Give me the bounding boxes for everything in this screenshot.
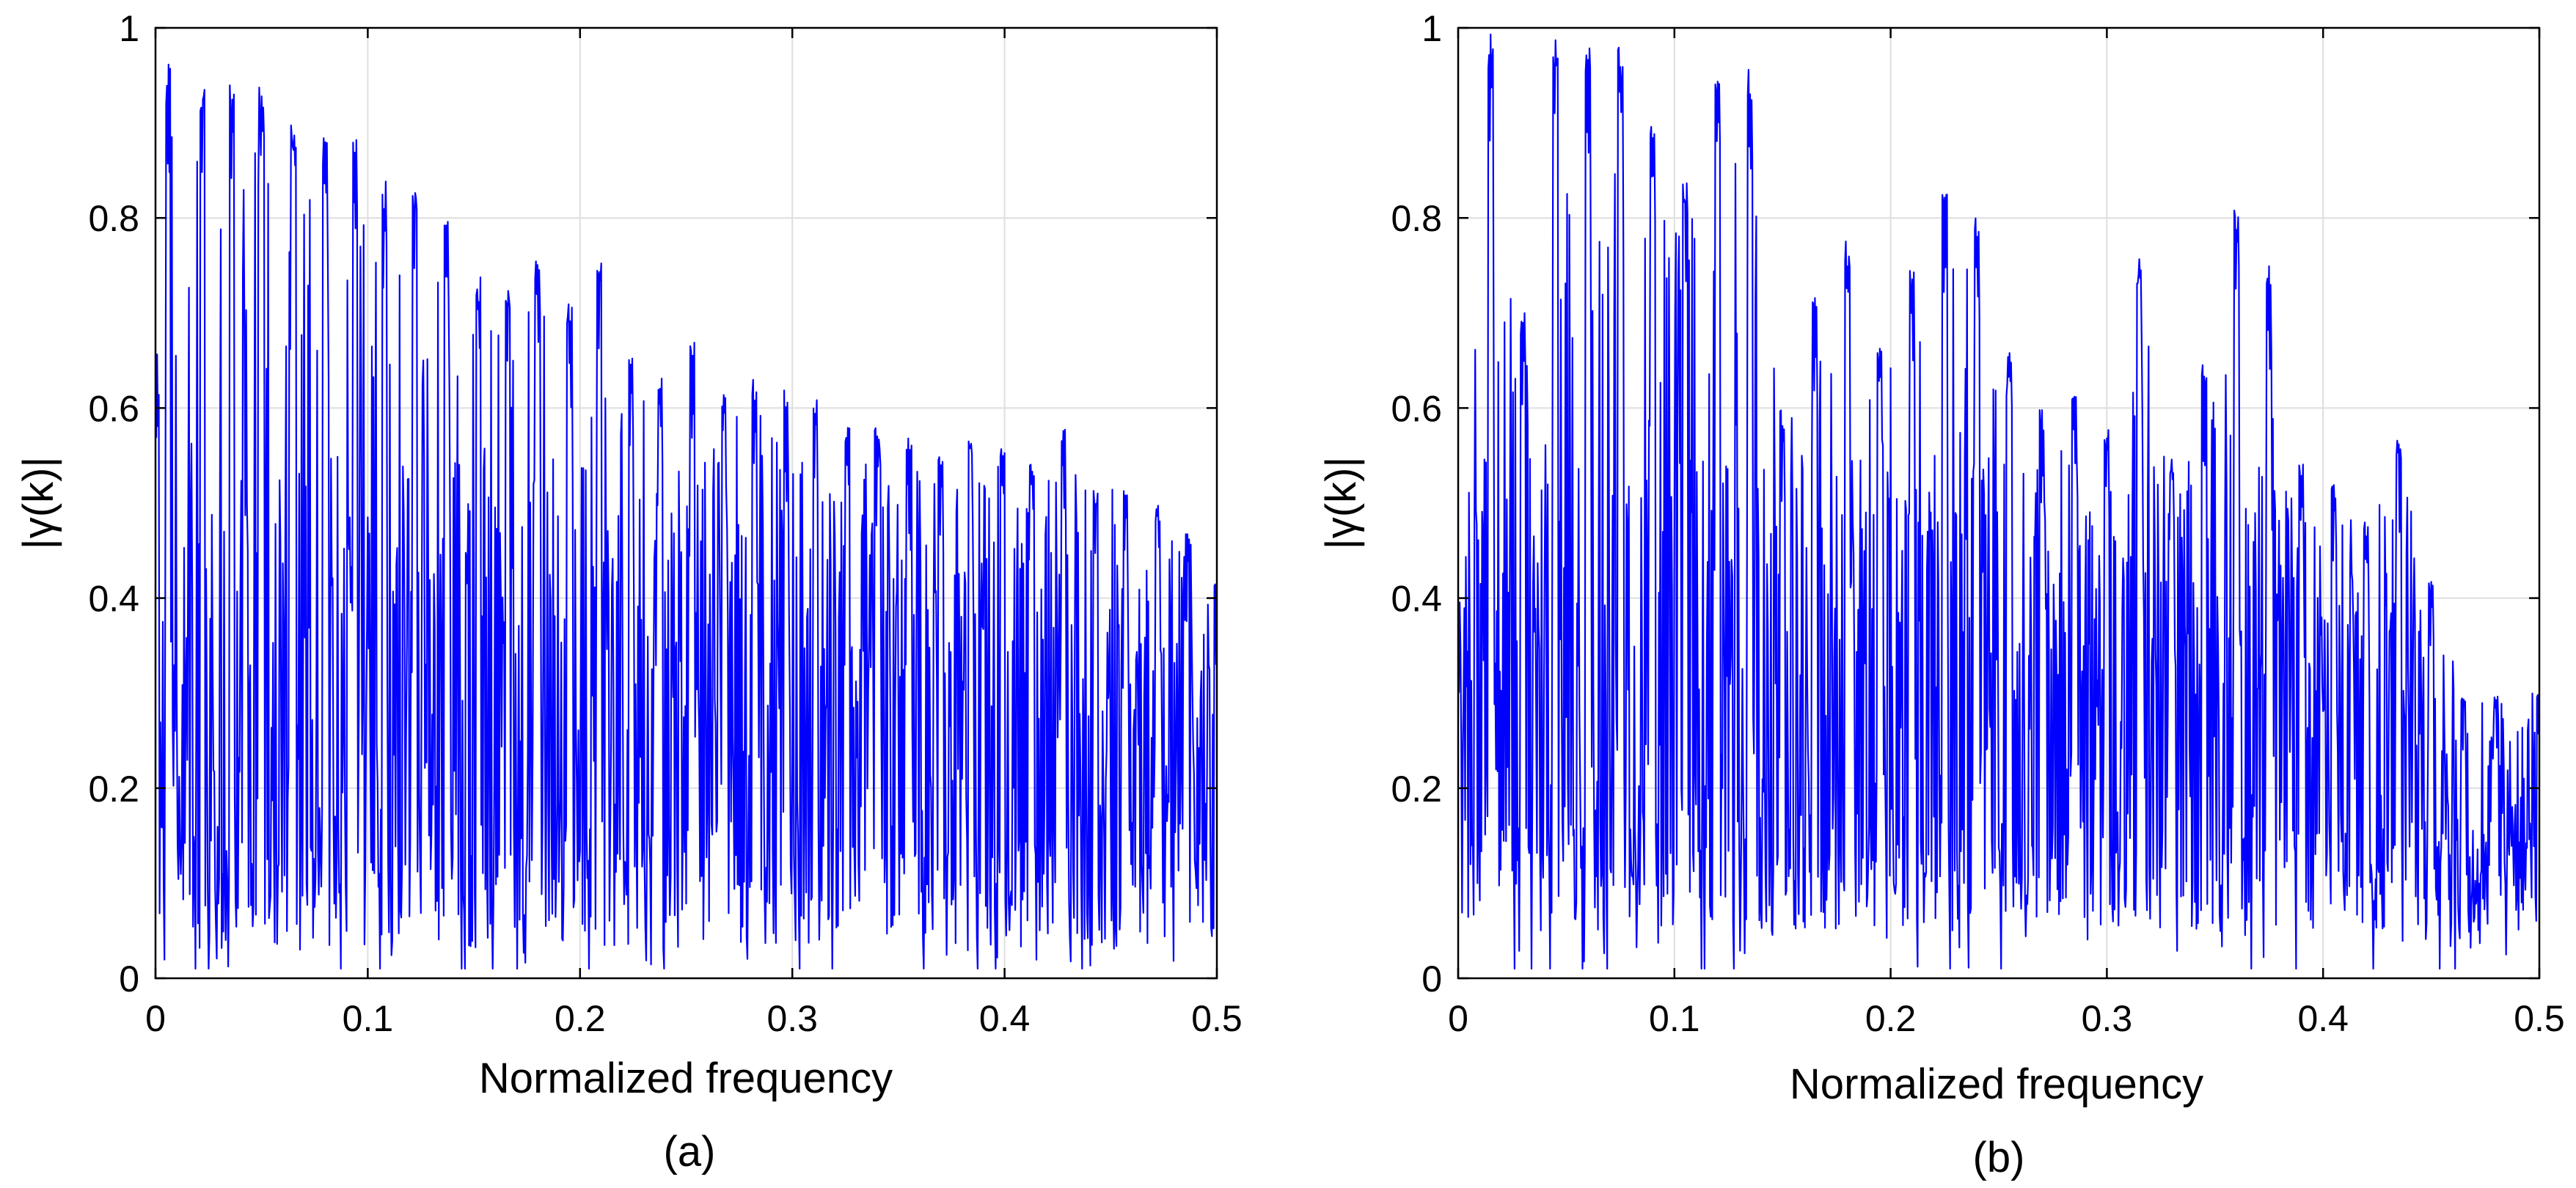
y-tick-label: 0.8 — [88, 198, 139, 239]
y-tick-label: 0.6 — [88, 388, 139, 429]
y-tick-label: 0.6 — [1391, 388, 1442, 429]
y-tick-label: 0.2 — [88, 769, 139, 810]
x-tick-label: 0.2 — [555, 998, 606, 1039]
y-tick-label: 0.8 — [1391, 198, 1442, 239]
x-tick-label: 0.1 — [1649, 998, 1700, 1039]
x-tick-label: 0.5 — [2514, 998, 2565, 1039]
y-tick-label: 0 — [119, 958, 139, 1000]
x-axis-label-a: Normalized frequency — [479, 1055, 893, 1102]
y-tick-label: 0.4 — [88, 579, 139, 620]
x-tick-labels-b: 0 0.1 0.2 0.3 0.4 0.5 — [1448, 998, 2565, 1039]
series-line-a — [155, 63, 1217, 970]
axes-frame-a — [154, 26, 1218, 980]
series-line-b — [1458, 33, 2539, 970]
x-tick-label: 0.5 — [1191, 998, 1243, 1039]
caption-b: (b) — [1973, 1134, 2025, 1181]
y-tick-label: 1 — [119, 8, 139, 49]
ticks-a — [154, 26, 1218, 980]
x-tick-label: 0.3 — [2082, 998, 2133, 1039]
y-tick-label: 0.4 — [1391, 579, 1442, 620]
y-axis-label-a: |γ(k)| — [15, 457, 62, 550]
x-tick-label: 0.4 — [979, 998, 1031, 1039]
caption-a: (a) — [664, 1128, 716, 1176]
ticks-b — [1457, 26, 2541, 980]
x-tick-label: 0.1 — [343, 998, 394, 1039]
x-tick-label: 0.3 — [766, 998, 818, 1039]
x-tick-label: 0 — [145, 998, 166, 1039]
y-tick-label: 0.2 — [1391, 769, 1442, 810]
x-axis-label-b: Normalized frequency — [1790, 1060, 2203, 1108]
x-tick-labels-a: 0 0.1 0.2 0.3 0.4 0.5 — [145, 998, 1243, 1039]
x-tick-label: 0 — [1448, 998, 1468, 1039]
x-tick-label: 0.2 — [1865, 998, 1917, 1039]
y-tick-labels-a: 0 0.2 0.4 0.6 0.8 1 — [88, 8, 139, 1000]
y-tick-label: 1 — [1421, 8, 1442, 49]
y-tick-label: 0 — [1421, 958, 1442, 1000]
panel-a: 0 0.1 0.2 0.3 0.4 0.5 0 0.2 0.4 0.6 0.8 1 Normaliz… — [15, 8, 1243, 1176]
panel-b: 0 0.1 0.2 0.3 0.4 0.5 0 0.2 0.4 0.6 0.8 1 Normaliz… — [1317, 8, 2565, 1181]
axes-frame-b — [1457, 26, 2541, 980]
x-tick-label: 0.4 — [2297, 998, 2349, 1039]
y-axis-label-b: |γ(k)| — [1317, 457, 1365, 550]
y-tick-labels-b: 0 0.2 0.4 0.6 0.8 1 — [1391, 8, 1442, 1000]
